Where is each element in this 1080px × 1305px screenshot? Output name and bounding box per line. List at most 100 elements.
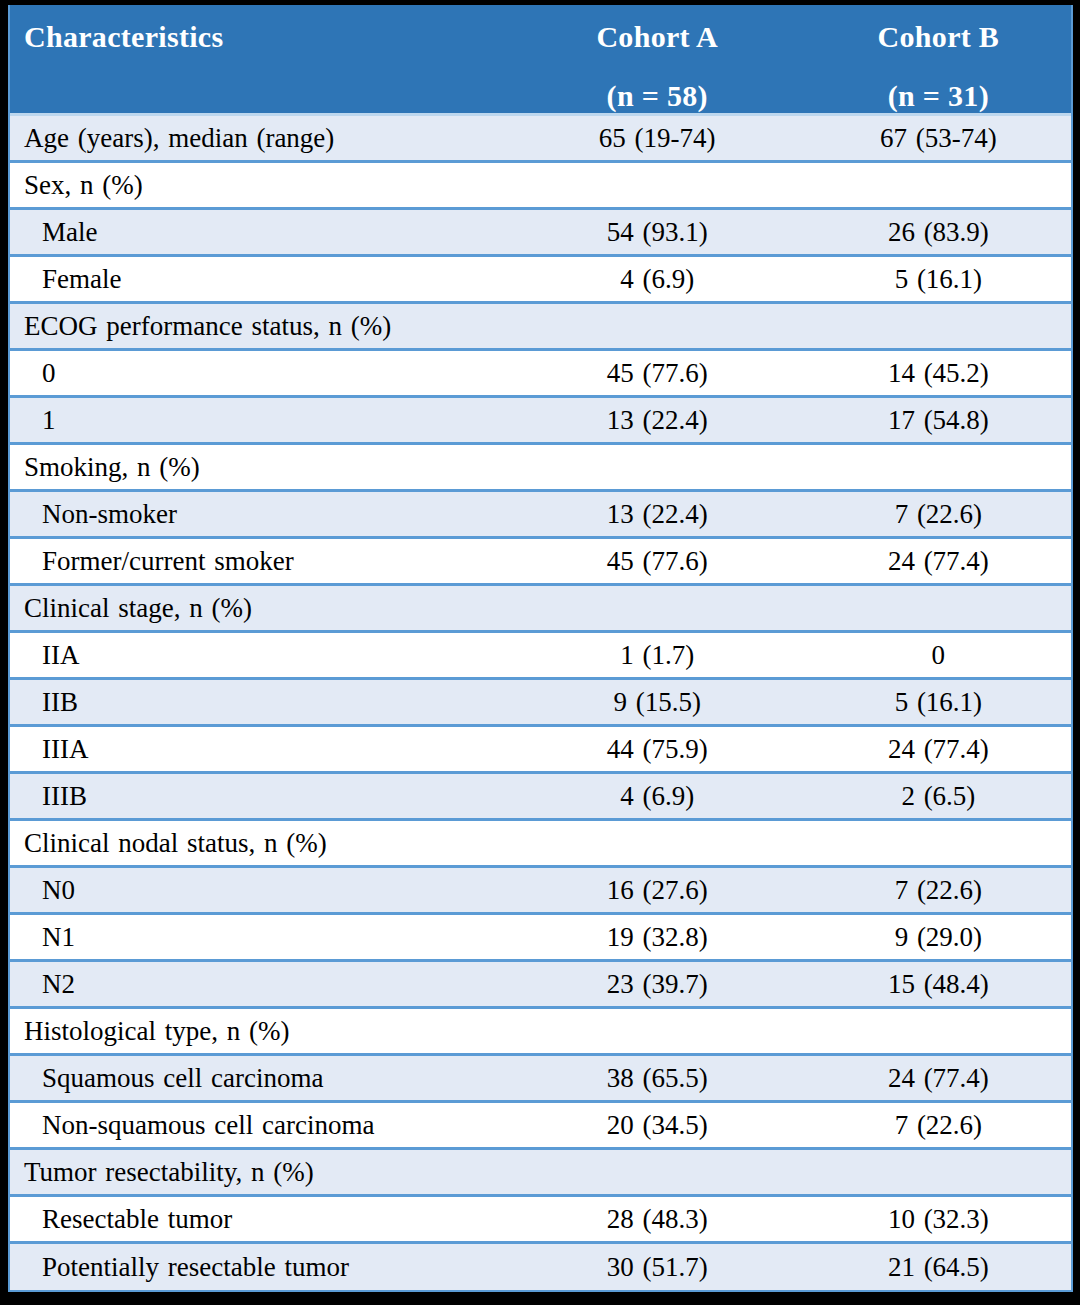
data-row: Squamous cell carcinoma38 (65.5)24 (77.4… [10, 1055, 1071, 1102]
cohort-b-value [806, 444, 1071, 491]
column-header-characteristics: Characteristics [10, 5, 509, 115]
data-row: Non-smoker13 (22.4)7 (22.6) [10, 491, 1071, 538]
cohort-a-value: 28 (48.3) [509, 1196, 806, 1243]
characteristic-label: 1 [10, 397, 509, 444]
data-row: IIIB4 (6.9)2 (6.5) [10, 773, 1071, 820]
characteristic-label: Histological type, n (%) [10, 1008, 509, 1055]
characteristic-label: IIIA [10, 726, 509, 773]
section-header-row: Sex, n (%) [10, 162, 1071, 209]
data-row: N223 (39.7)15 (48.4) [10, 961, 1071, 1008]
characteristic-label: Non-smoker [10, 491, 509, 538]
cohort-a-value: 20 (34.5) [509, 1102, 806, 1149]
cohort-b-value: 24 (77.4) [806, 538, 1071, 585]
section-header-row: Tumor resectability, n (%) [10, 1149, 1071, 1196]
section-header-row: Histological type, n (%) [10, 1008, 1071, 1055]
data-row: Resectable tumor28 (48.3)10 (32.3) [10, 1196, 1071, 1243]
characteristic-label: Potentially resectable tumor [10, 1243, 509, 1290]
characteristic-label: Clinical stage, n (%) [10, 585, 509, 632]
column-header-cohort-a: Cohort A (n = 58) [509, 5, 806, 115]
characteristic-label: Smoking, n (%) [10, 444, 509, 491]
cohort-a-value: 13 (22.4) [509, 397, 806, 444]
characteristic-label: Tumor resectability, n (%) [10, 1149, 509, 1196]
table-header-row: Characteristics Cohort A (n = 58) Cohort… [10, 5, 1071, 115]
section-header-row: ECOG performance status, n (%) [10, 303, 1071, 350]
characteristic-label: IIIB [10, 773, 509, 820]
patient-characteristics-table: Characteristics Cohort A (n = 58) Cohort… [10, 5, 1071, 1290]
cohort-a-value [509, 162, 806, 209]
data-row: 113 (22.4)17 (54.8) [10, 397, 1071, 444]
cohort-b-value: 21 (64.5) [806, 1243, 1071, 1290]
characteristic-label: Squamous cell carcinoma [10, 1055, 509, 1102]
cohort-b-value [806, 162, 1071, 209]
cohort-a-value: 38 (65.5) [509, 1055, 806, 1102]
cohort-a-value: 16 (27.6) [509, 867, 806, 914]
cohort-b-value [806, 303, 1071, 350]
characteristic-label: N0 [10, 867, 509, 914]
cohort-a-value: 44 (75.9) [509, 726, 806, 773]
cohort-b-value: 10 (32.3) [806, 1196, 1071, 1243]
column-header-cohort-b: Cohort B (n = 31) [806, 5, 1071, 115]
section-header-row: Clinical nodal status, n (%) [10, 820, 1071, 867]
characteristic-label: IIB [10, 679, 509, 726]
cohort-b-value: 2 (6.5) [806, 773, 1071, 820]
characteristic-label: Former/current smoker [10, 538, 509, 585]
cohort-a-value: 54 (93.1) [509, 209, 806, 256]
characteristic-label: N1 [10, 914, 509, 961]
cohort-b-value: 9 (29.0) [806, 914, 1071, 961]
data-row: Female4 (6.9)5 (16.1) [10, 256, 1071, 303]
cohort-a-title: Cohort A [509, 20, 806, 54]
characteristic-label: ECOG performance status, n (%) [10, 303, 509, 350]
cohort-b-value: 67 (53-74) [806, 115, 1071, 162]
cohort-b-n: (n = 31) [806, 79, 1071, 113]
characteristic-label: IIA [10, 632, 509, 679]
cohort-a-value: 45 (77.6) [509, 350, 806, 397]
cohort-b-title: Cohort B [806, 20, 1071, 54]
characteristic-label: Non-squamous cell carcinoma [10, 1102, 509, 1149]
cohort-a-value: 9 (15.5) [509, 679, 806, 726]
cohort-b-value: 24 (77.4) [806, 1055, 1071, 1102]
cohort-a-value: 30 (51.7) [509, 1243, 806, 1290]
data-row: N016 (27.6)7 (22.6) [10, 867, 1071, 914]
characteristics-table-frame: Characteristics Cohort A (n = 58) Cohort… [8, 5, 1073, 1292]
cohort-a-value: 19 (32.8) [509, 914, 806, 961]
cohort-a-value: 1 (1.7) [509, 632, 806, 679]
cohort-b-value [806, 1008, 1071, 1055]
data-row: Male54 (93.1)26 (83.9) [10, 209, 1071, 256]
data-row: Non-squamous cell carcinoma20 (34.5)7 (2… [10, 1102, 1071, 1149]
cohort-b-value [806, 585, 1071, 632]
data-row: Former/current smoker45 (77.6)24 (77.4) [10, 538, 1071, 585]
table-body: Age (years), median (range)65 (19-74)67 … [10, 115, 1071, 1291]
cohort-b-value: 24 (77.4) [806, 726, 1071, 773]
cohort-b-value: 7 (22.6) [806, 1102, 1071, 1149]
characteristic-label: Female [10, 256, 509, 303]
characteristic-label: Resectable tumor [10, 1196, 509, 1243]
characteristic-label: 0 [10, 350, 509, 397]
cohort-a-value: 45 (77.6) [509, 538, 806, 585]
cohort-a-value [509, 1149, 806, 1196]
data-row: IIIA44 (75.9)24 (77.4) [10, 726, 1071, 773]
cohort-b-value: 0 [806, 632, 1071, 679]
cohort-a-value [509, 820, 806, 867]
cohort-a-value: 13 (22.4) [509, 491, 806, 538]
data-row: IIA1 (1.7)0 [10, 632, 1071, 679]
cohort-b-value [806, 1149, 1071, 1196]
data-row: Potentially resectable tumor30 (51.7)21 … [10, 1243, 1071, 1290]
cohort-a-value: 4 (6.9) [509, 256, 806, 303]
cohort-a-n: (n = 58) [509, 79, 806, 113]
characteristic-label: Clinical nodal status, n (%) [10, 820, 509, 867]
cohort-a-value [509, 585, 806, 632]
data-row: N119 (32.8)9 (29.0) [10, 914, 1071, 961]
cohort-a-value [509, 1008, 806, 1055]
cohort-b-value: 5 (16.1) [806, 256, 1071, 303]
section-header-row: Smoking, n (%) [10, 444, 1071, 491]
cohort-a-value: 4 (6.9) [509, 773, 806, 820]
cohort-a-value [509, 444, 806, 491]
section-header-row: Clinical stage, n (%) [10, 585, 1071, 632]
cohort-b-value: 15 (48.4) [806, 961, 1071, 1008]
characteristic-label: Sex, n (%) [10, 162, 509, 209]
cohort-b-value [806, 820, 1071, 867]
data-row: 045 (77.6)14 (45.2) [10, 350, 1071, 397]
characteristic-label: N2 [10, 961, 509, 1008]
data-row: IIB9 (15.5)5 (16.1) [10, 679, 1071, 726]
cohort-b-value: 5 (16.1) [806, 679, 1071, 726]
